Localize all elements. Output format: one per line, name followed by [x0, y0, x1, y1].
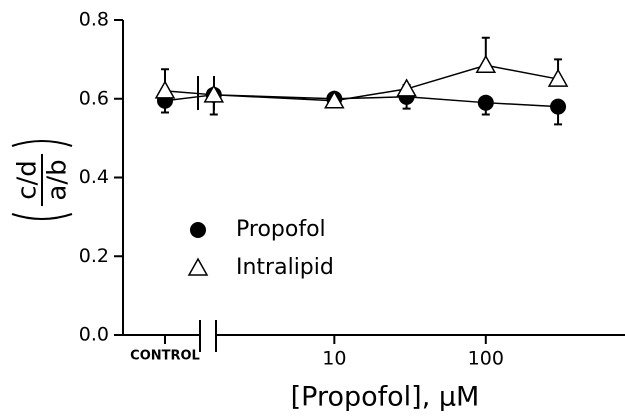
control-connector [164, 94, 214, 102]
data-point [324, 90, 345, 109]
y-tick-label: 0.4 [79, 166, 109, 188]
y-axis-label: c/d a/b [11, 140, 73, 220]
series-line [213, 94, 559, 108]
legend-marker [187, 257, 209, 276]
y-tick-label: 0.0 [79, 324, 109, 346]
series-line [213, 64, 559, 102]
axis-break-gap [200, 322, 216, 348]
y-tick-label: 0.6 [79, 87, 109, 109]
data-point [475, 54, 497, 74]
y-tick-label: 0.8 [79, 9, 109, 31]
control-point [154, 80, 176, 99]
data-point [203, 84, 225, 103]
y-tick-label: 0.2 [79, 245, 109, 267]
paren [11, 140, 73, 147]
x-tick-label: 100 [468, 348, 504, 370]
data-point [550, 98, 567, 115]
y-label-numerator: c/d [13, 160, 43, 200]
y-label-denominator: a/b [43, 159, 73, 200]
control-connector [164, 90, 214, 96]
legend-label: Intralipid [236, 255, 334, 280]
paren [11, 213, 73, 220]
legend-label: Propofol [236, 217, 326, 242]
data-point [477, 94, 494, 111]
legend-marker [190, 222, 206, 238]
data-point [396, 78, 417, 97]
x-axis-label: [Propofol], μM [291, 382, 480, 413]
data-point [547, 68, 569, 87]
control-label: CONTROL [130, 349, 200, 364]
x-tick-label: 10 [322, 348, 346, 370]
